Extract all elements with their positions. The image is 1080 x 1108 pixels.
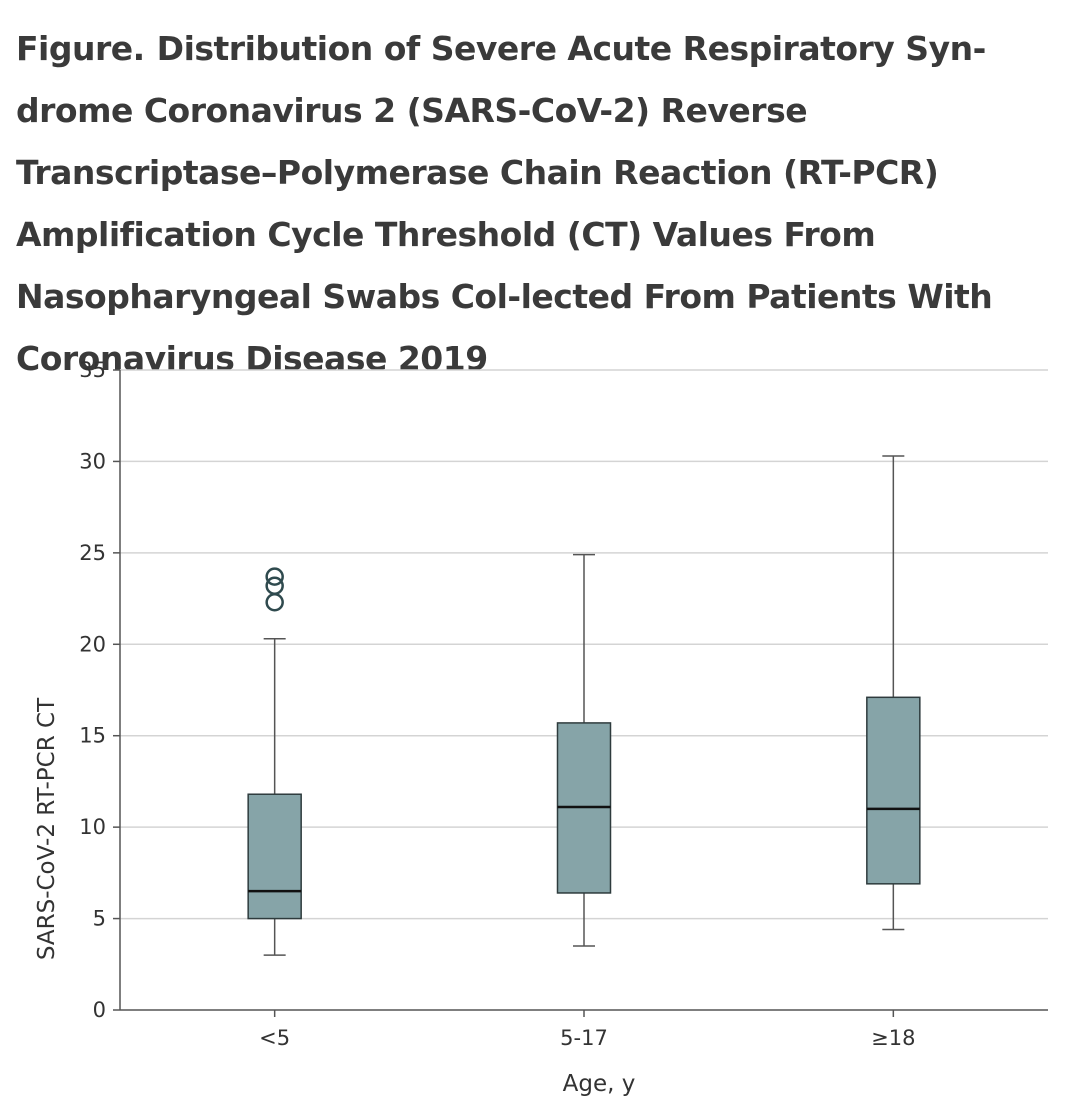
y-axis-title: SARS-CoV-2 RT-PCR CT	[34, 697, 60, 960]
y-tick-labels: 0 5 10 15 20 25 30 35	[79, 358, 106, 1022]
figure-title: Figure. Distribution of Severe Acute Resp…	[16, 18, 1066, 390]
y-tick-label: 30	[79, 449, 106, 473]
y-tick-label: 25	[79, 541, 106, 565]
iqr-box	[247, 793, 302, 920]
y-tick-label: 35	[79, 358, 106, 382]
x-tick-label: 5-17	[560, 1026, 608, 1050]
boxes	[247, 455, 921, 956]
outlier-point	[265, 592, 284, 612]
outlier-point	[265, 576, 284, 596]
box-group	[556, 553, 612, 947]
figure-label: Figure.	[16, 29, 145, 68]
box-group	[866, 455, 921, 931]
y-tick-label: 0	[93, 998, 106, 1022]
iqr-box	[866, 696, 921, 885]
x-tick-label: ≥18	[871, 1026, 915, 1050]
y-tick-label: 5	[93, 907, 106, 931]
y-tick-label: 10	[79, 815, 106, 839]
x-tick-labels: <5 5-17 ≥18	[259, 1026, 915, 1050]
outlier-point	[265, 567, 284, 586]
figure-caption: Distribution of Severe Acute Respiratory…	[16, 29, 993, 378]
x-axis	[120, 1009, 1048, 1017]
x-tick-label: <5	[259, 1026, 290, 1050]
x-axis-title: Age, y	[563, 1071, 636, 1097]
y-tick-label: 15	[79, 724, 106, 748]
y-tick-label: 20	[79, 632, 106, 656]
y-axis	[113, 369, 121, 1011]
box-plot-chart: 0 5 10 15 20 25 30 35 <5 5-17 ≥18 SARS-CoV-2 RT-P…	[34, 358, 1048, 1097]
box-group	[247, 567, 302, 956]
